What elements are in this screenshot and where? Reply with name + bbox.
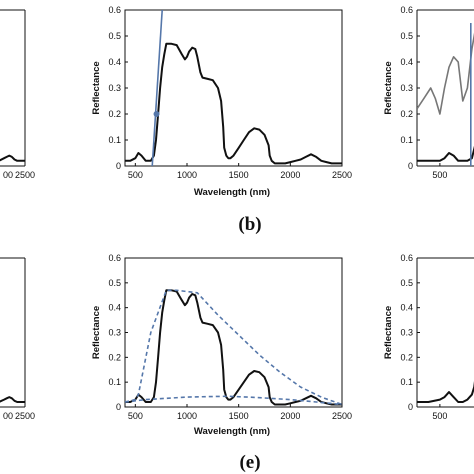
plot-frame xyxy=(124,257,343,408)
series-group xyxy=(417,23,474,166)
x-tick-label: 1000 xyxy=(177,411,197,421)
x-tick-label: 2000 xyxy=(280,170,300,180)
y-tick-label: 0.1 xyxy=(400,377,413,387)
x-tick-label: 2500 xyxy=(332,170,352,180)
y-axis-label: Reflectance xyxy=(91,306,102,359)
x-tick-label: 1000 xyxy=(177,170,197,180)
series-line-1 xyxy=(0,154,25,162)
y-tick-label: 0.3 xyxy=(108,328,121,338)
x-tick-label: 2000 xyxy=(280,411,300,421)
y-tick-label: 0.6 xyxy=(108,5,121,15)
x-tick-label-partial: 00 xyxy=(3,411,13,421)
x-tick-label-partial: 00 xyxy=(3,170,13,180)
y-tick-label: 0.1 xyxy=(108,135,121,145)
y-tick-label: 0 xyxy=(408,161,413,171)
series-group xyxy=(125,10,342,166)
x-tick-label: 2500 xyxy=(15,170,35,180)
y-tick-label: 0.2 xyxy=(108,109,121,119)
panel-e: 0 0.1 0.2 0.3 0.4 0.5 0.6 500 1000 1500 2000 2500 Re… xyxy=(91,253,352,473)
x-tick-label: 1500 xyxy=(229,170,249,180)
x-tick-label: 500 xyxy=(128,170,143,180)
y-tick-label: 0.5 xyxy=(400,31,413,41)
series-line-2 xyxy=(417,32,474,115)
y-axis-label: Reflectance xyxy=(383,306,394,359)
series-line-1 xyxy=(0,396,25,403)
x-axis-label: Wavelength (nm) xyxy=(194,426,270,437)
y-tick-label: 0.1 xyxy=(400,135,413,145)
y-tick-label: 0.1 xyxy=(108,377,121,387)
series-line-2 xyxy=(125,289,342,406)
panel-f: 0 0.1 0.2 0.3 0.4 0.5 0.6 500 Reflectance xyxy=(383,253,474,421)
y-tick-label: 0.5 xyxy=(108,278,121,288)
series-group xyxy=(0,154,25,162)
series-line-1 xyxy=(417,145,474,162)
series-group xyxy=(0,396,25,403)
y-tick-label: 0 xyxy=(116,402,121,412)
y-tick-label: 0.6 xyxy=(400,253,413,263)
y-tick-label: 0.4 xyxy=(108,57,121,67)
data-marker xyxy=(153,111,160,117)
series-group xyxy=(125,289,342,406)
y-tick-label: 0.3 xyxy=(400,328,413,338)
y-tick-label: 0.6 xyxy=(400,5,413,15)
y-tick-label: 0.2 xyxy=(400,109,413,119)
y-tick-label: 0.3 xyxy=(108,83,121,93)
panel-label: (b) xyxy=(238,214,261,235)
x-tick-label: 1500 xyxy=(229,411,249,421)
y-tick-label: 0.2 xyxy=(400,352,413,362)
y-tick-label: 0.6 xyxy=(108,253,121,263)
panel-c: 0 0.1 0.2 0.3 0.4 0.5 0.6 500 Reflectance xyxy=(383,5,474,180)
x-tick-label: 2500 xyxy=(332,411,352,421)
series-line-2 xyxy=(151,10,163,166)
y-axis-label: Reflectance xyxy=(91,61,102,114)
y-tick-label: 0.2 xyxy=(108,352,121,362)
series-group xyxy=(417,381,474,403)
y-tick-label: 0.4 xyxy=(400,303,413,313)
y-tick-label: 0 xyxy=(116,161,121,171)
series-line-1 xyxy=(125,42,342,165)
panel-b: 0 0.1 0.2 0.3 0.4 0.5 0.6 500 1000 1500 2000 2500 Re… xyxy=(91,5,352,235)
x-tick-label: 500 xyxy=(432,170,447,180)
series-line-1 xyxy=(125,289,342,406)
x-tick-label: 500 xyxy=(432,411,447,421)
y-tick-label: 0 xyxy=(408,402,413,412)
y-tick-label: 0.5 xyxy=(108,31,121,41)
y-axis-label: Reflectance xyxy=(383,61,394,114)
x-tick-label: 2500 xyxy=(15,411,35,421)
panel-label: (e) xyxy=(239,452,260,473)
y-tick-label: 0.5 xyxy=(400,278,413,288)
x-axis-label: Wavelength (nm) xyxy=(194,187,270,198)
y-tick-label: 0.4 xyxy=(400,57,413,67)
y-tick-label: 0.4 xyxy=(108,303,121,313)
series-line-1 xyxy=(417,381,474,403)
x-tick-label: 500 xyxy=(128,411,143,421)
y-tick-label: 0.3 xyxy=(400,83,413,93)
